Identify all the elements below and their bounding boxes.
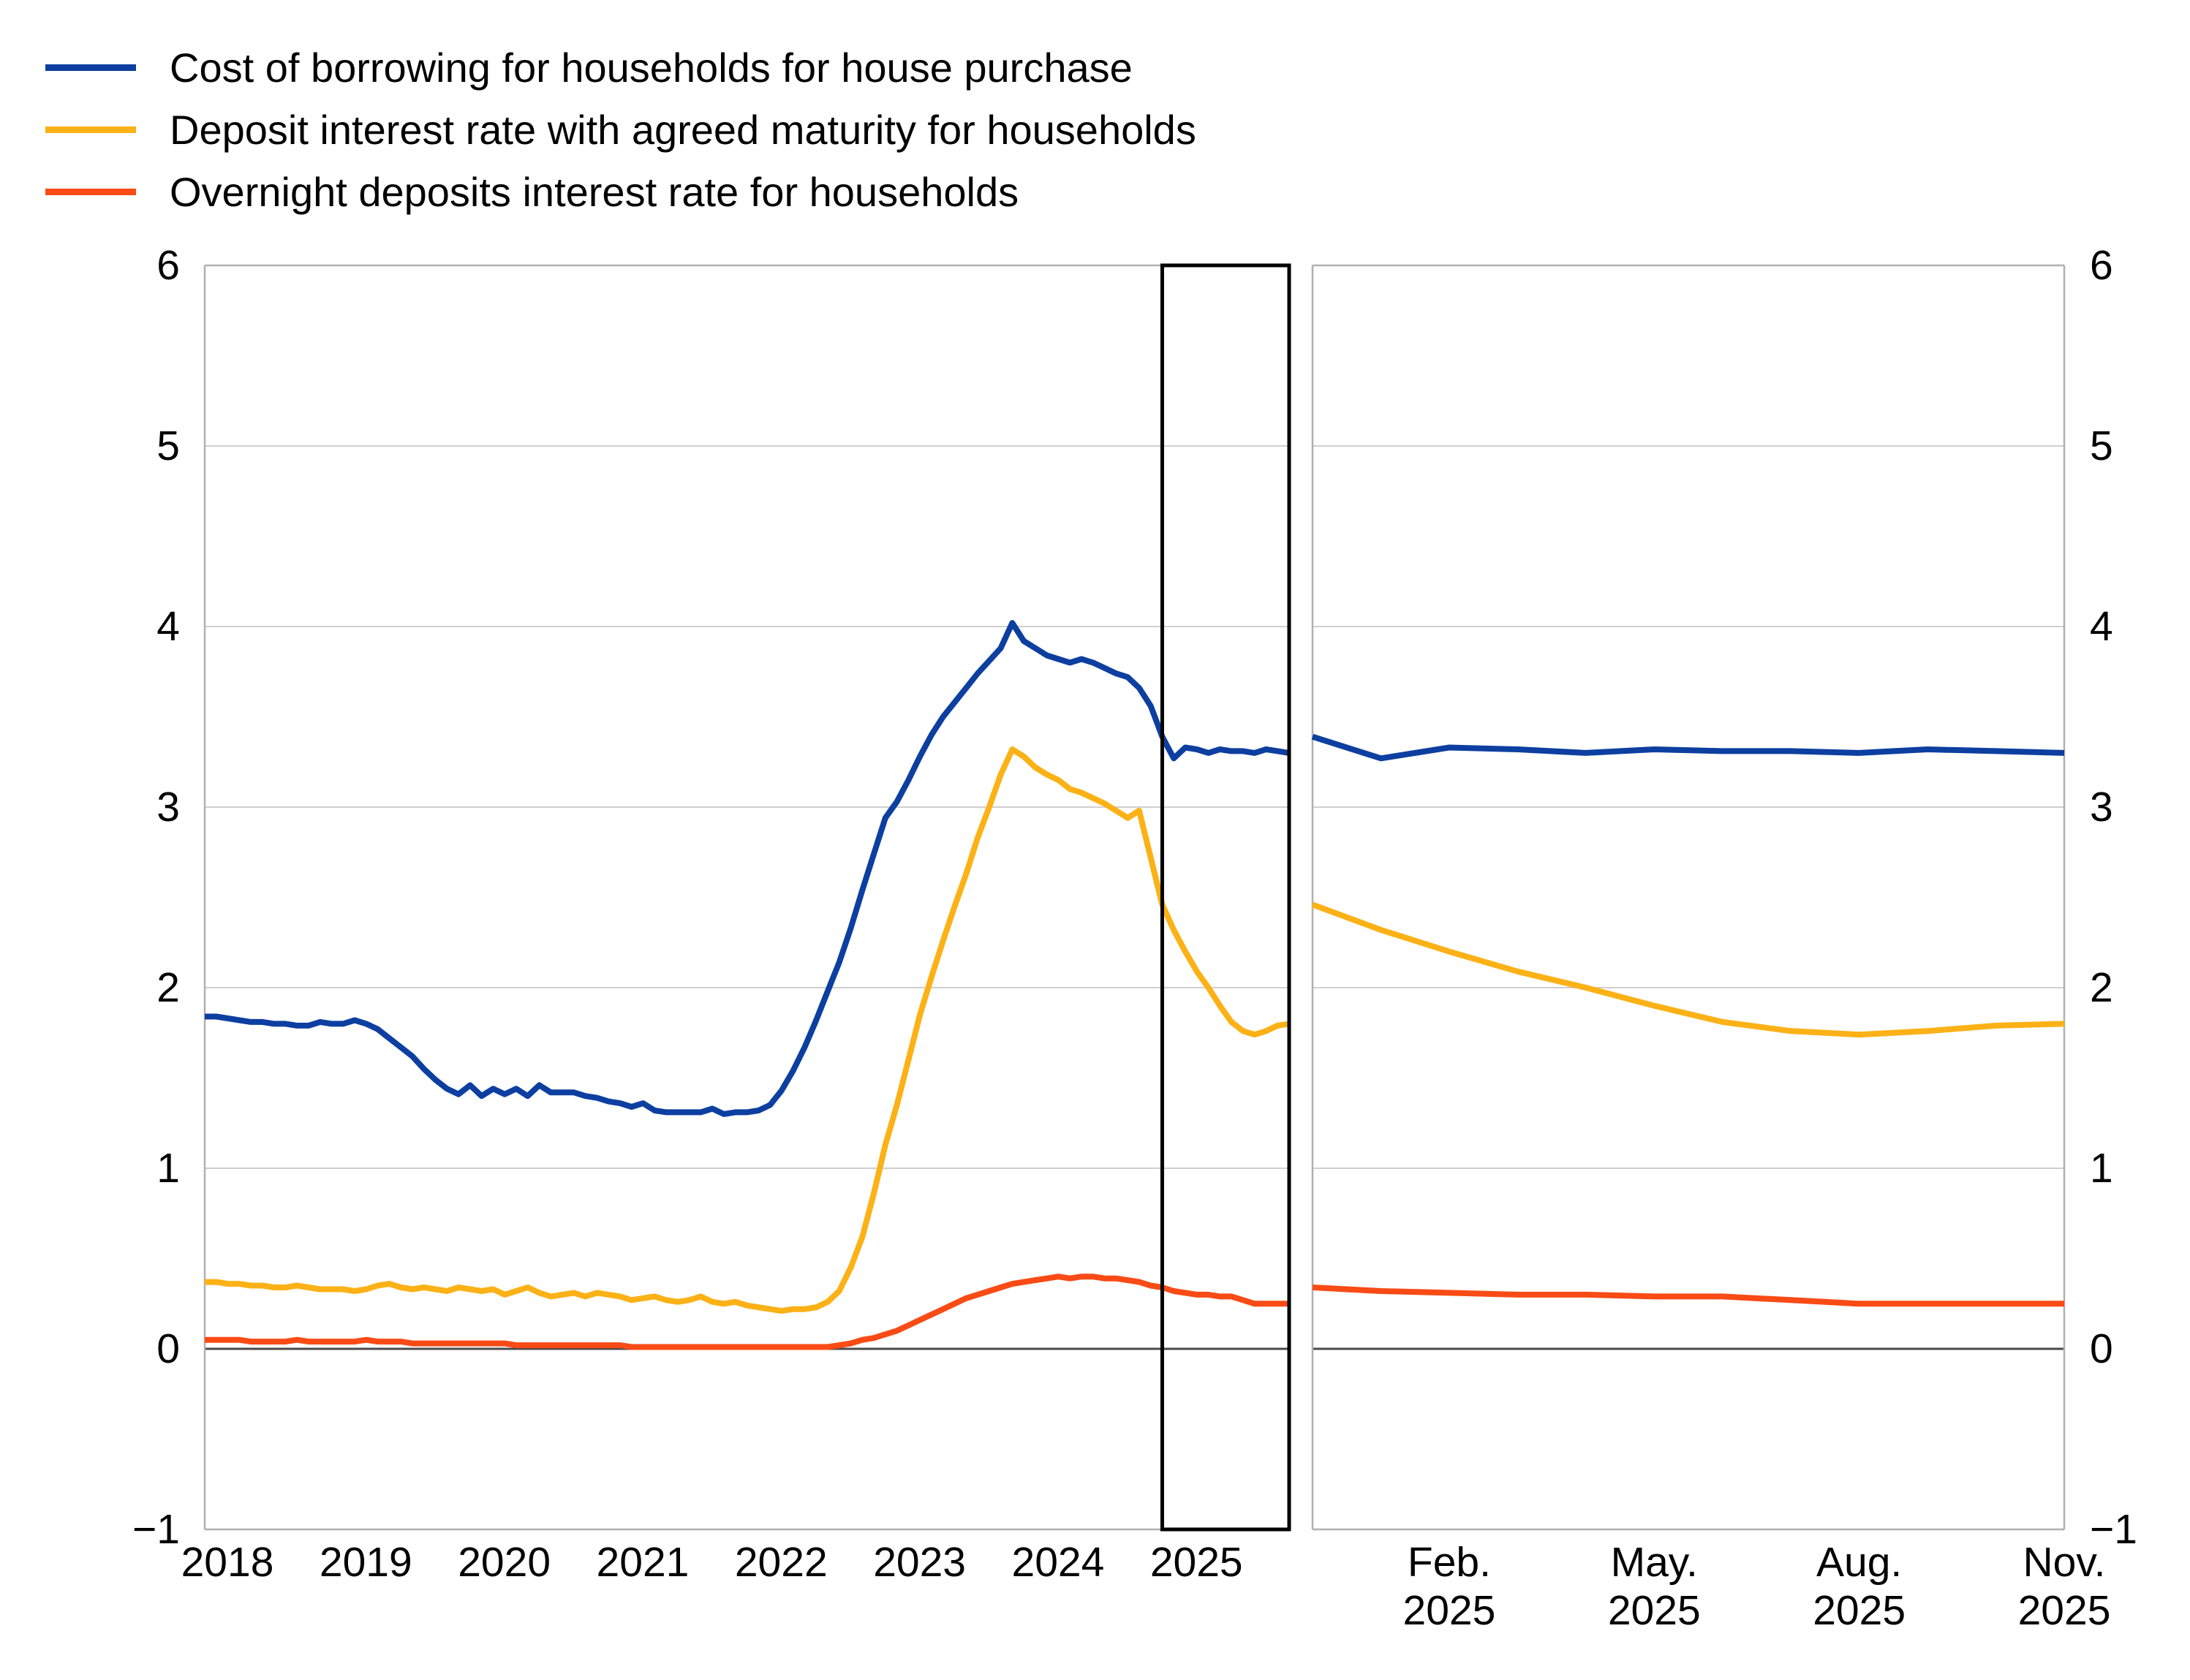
x-tick-label-2021: 2021 (596, 1539, 690, 1586)
legend-label: Cost of borrowing for households for hou… (170, 44, 1133, 91)
legend-item-deposit-agreed-maturity: Deposit interest rate with agreed maturi… (45, 99, 1196, 160)
y-axis-label-right-0: 0 (2090, 1325, 2113, 1372)
y-axis-label-left-−1: −1 (132, 1506, 180, 1553)
x-tick-label-2024: 2024 (1011, 1539, 1105, 1586)
y-axis-label-right-6: 6 (2090, 242, 2113, 289)
x-tick-label-2023: 2023 (873, 1539, 966, 1586)
legend-line-swatch-blue (45, 64, 136, 71)
y-axis-label-right-1: 1 (2090, 1145, 2113, 1192)
x-tick-label-2022: 2022 (734, 1539, 828, 1586)
y-axis-label-left-2: 2 (156, 964, 180, 1011)
y-axis-label-right-4: 4 (2090, 603, 2113, 650)
legend-item-cost-of-borrowing: Cost of borrowing for households for hou… (45, 37, 1133, 98)
x-tick-label-May-2025: May. 2025 (1607, 1539, 1701, 1634)
y-axis-label-right-2: 2 (2090, 964, 2113, 1011)
y-axis-label-left-4: 4 (156, 603, 180, 650)
legend-item-overnight-deposits: Overnight deposits interest rate for hou… (45, 161, 1019, 222)
y-axis-label-right-5: 5 (2090, 423, 2113, 469)
y-axis-label-left-0: 0 (156, 1325, 180, 1372)
x-tick-label-2019: 2019 (319, 1539, 412, 1586)
x-tick-label-2025: 2025 (1149, 1539, 1243, 1586)
legend-label: Deposit interest rate with agreed maturi… (170, 106, 1196, 153)
y-axis-label-right-3: 3 (2090, 784, 2113, 830)
x-tick-label-Feb-2025: Feb. 2025 (1402, 1539, 1496, 1634)
legend-line-swatch-yellow (45, 126, 136, 133)
x-tick-label-2020: 2020 (458, 1539, 551, 1586)
legend-line-swatch-red (45, 188, 136, 195)
x-tick-label-2018: 2018 (181, 1539, 274, 1586)
x-tick-label-Nov-2025: Nov. 2025 (2017, 1539, 2111, 1634)
y-axis-label-left-5: 5 (156, 423, 180, 469)
y-axis-label-right-−1: −1 (2090, 1506, 2137, 1553)
y-axis-label-left-1: 1 (156, 1145, 180, 1192)
x-tick-label-Aug-2025: Aug. 2025 (1813, 1539, 1906, 1634)
legend-label: Overnight deposits interest rate for hou… (170, 168, 1019, 215)
y-axis-label-left-6: 6 (156, 242, 180, 289)
y-axis-label-left-3: 3 (156, 784, 180, 830)
